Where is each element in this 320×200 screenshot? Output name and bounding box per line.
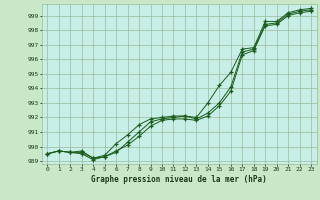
X-axis label: Graphe pression niveau de la mer (hPa): Graphe pression niveau de la mer (hPa) bbox=[91, 175, 267, 184]
